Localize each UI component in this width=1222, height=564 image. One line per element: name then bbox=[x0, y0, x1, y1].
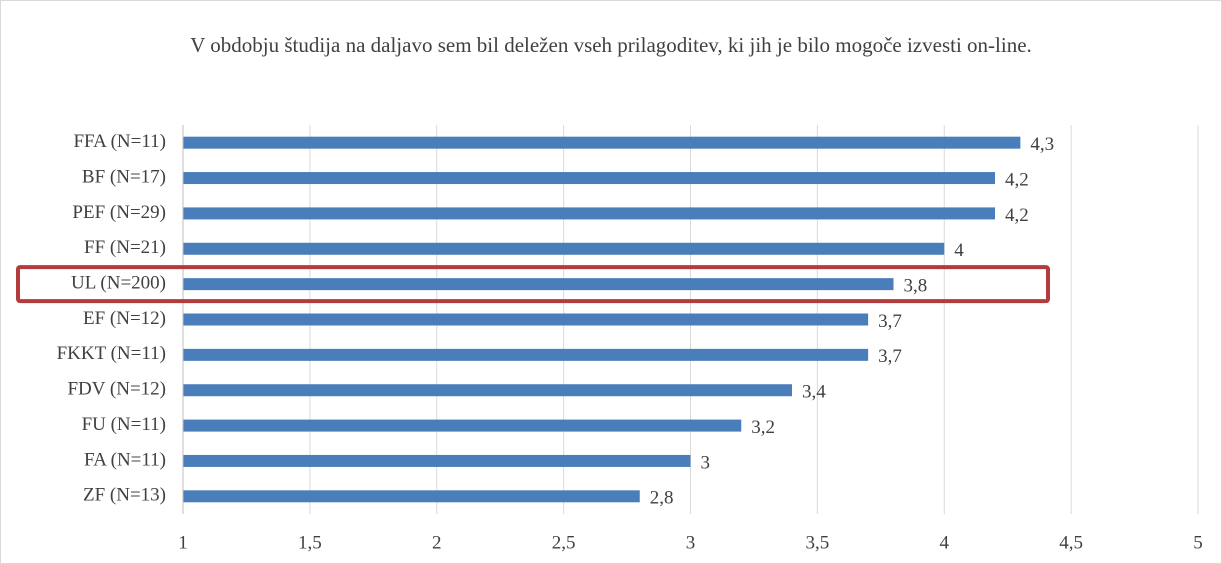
bar bbox=[183, 207, 995, 220]
data-label: 3,4 bbox=[802, 382, 826, 403]
bar bbox=[183, 136, 1021, 149]
highlight-box bbox=[16, 265, 1050, 304]
bar bbox=[183, 242, 945, 255]
data-label: 4,2 bbox=[1005, 205, 1029, 226]
data-label: 3,7 bbox=[878, 346, 902, 367]
data-label: 4 bbox=[954, 240, 964, 261]
bar bbox=[183, 172, 995, 185]
y-tick-label: FA (N=11) bbox=[84, 449, 166, 470]
bar bbox=[183, 313, 869, 326]
y-tick-label: FKKT (N=11) bbox=[57, 343, 166, 364]
y-tick-label: FU (N=11) bbox=[82, 414, 166, 435]
x-tick-label: 1 bbox=[178, 532, 188, 553]
x-tick-label: 3 bbox=[686, 532, 696, 553]
x-tick-label: 2 bbox=[432, 532, 442, 553]
y-tick-label: FF (N=21) bbox=[84, 237, 166, 258]
bar bbox=[183, 490, 640, 503]
data-label: 4,3 bbox=[1030, 134, 1054, 155]
data-label: 2,8 bbox=[650, 488, 674, 509]
x-tick-label: 4,5 bbox=[1059, 532, 1083, 553]
x-tick-label: 1,5 bbox=[298, 532, 322, 553]
data-label: 3,8 bbox=[904, 275, 928, 296]
data-label: 3 bbox=[701, 452, 711, 473]
x-tick-label: 4 bbox=[940, 532, 950, 553]
y-tick-label: UL (N=200) bbox=[71, 272, 166, 293]
y-tick-label: BF (N=17) bbox=[82, 166, 166, 187]
x-tick-label: 5 bbox=[1193, 532, 1203, 553]
y-tick-label: EF (N=12) bbox=[83, 308, 166, 329]
bar bbox=[183, 419, 742, 432]
bar bbox=[183, 348, 869, 361]
chart-title: V obdobju študija na daljavo sem bil del… bbox=[190, 33, 1032, 57]
x-tick-label: 3,5 bbox=[806, 532, 830, 553]
data-label: 3,7 bbox=[878, 311, 902, 332]
bar bbox=[183, 454, 691, 467]
bar bbox=[183, 384, 792, 397]
x-tick-label: 2,5 bbox=[552, 532, 576, 553]
y-tick-label: FFA (N=11) bbox=[73, 131, 166, 152]
bar bbox=[183, 278, 894, 291]
y-tick-label: ZF (N=13) bbox=[83, 485, 166, 506]
y-tick-label: PEF (N=29) bbox=[72, 202, 166, 223]
data-label: 4,2 bbox=[1005, 169, 1029, 190]
data-label: 3,2 bbox=[751, 417, 775, 438]
y-tick-label: FDV (N=12) bbox=[67, 379, 166, 400]
